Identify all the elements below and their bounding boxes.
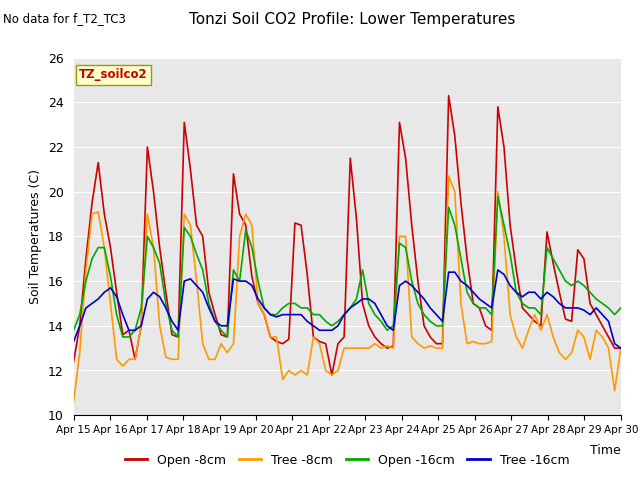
Text: Tonzi Soil CO2 Profile: Lower Temperatures: Tonzi Soil CO2 Profile: Lower Temperatur… <box>189 12 515 27</box>
Text: TZ_soilco2: TZ_soilco2 <box>79 68 148 81</box>
Text: No data for f_T2_TC3: No data for f_T2_TC3 <box>3 12 126 25</box>
Legend: Open -8cm, Tree -8cm, Open -16cm, Tree -16cm: Open -8cm, Tree -8cm, Open -16cm, Tree -… <box>120 448 575 471</box>
Y-axis label: Soil Temperatures (C): Soil Temperatures (C) <box>29 169 42 304</box>
Text: Time: Time <box>590 444 621 457</box>
